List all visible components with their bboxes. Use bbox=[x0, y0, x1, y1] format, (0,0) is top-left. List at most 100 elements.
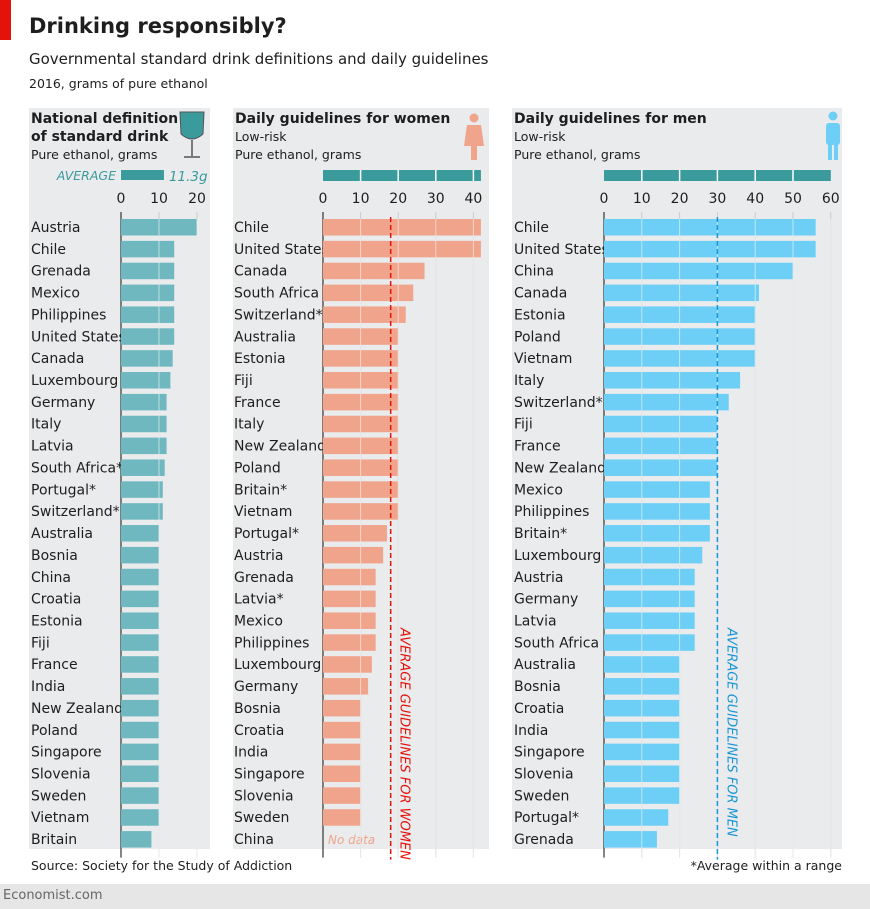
drink-category-label: Italy bbox=[31, 417, 61, 433]
women-category-label: Singapore bbox=[234, 767, 305, 783]
drink-category-label: Australia bbox=[31, 526, 93, 542]
drink-category-label: Croatia bbox=[31, 592, 81, 608]
men-tick-label: 50 bbox=[784, 191, 802, 207]
chart-title: Drinking responsibly? bbox=[29, 14, 287, 38]
women-bar bbox=[323, 262, 425, 280]
women-category-label: Bosnia bbox=[234, 701, 281, 717]
men-category-label: Luxembourg bbox=[514, 548, 601, 564]
men-category-label: Slovenia bbox=[514, 767, 574, 783]
drink-category-label: Estonia bbox=[31, 613, 83, 629]
men-category-label: India bbox=[514, 723, 548, 739]
woman-icon bbox=[464, 113, 484, 160]
women-tick-label: 30 bbox=[427, 191, 445, 207]
panel-women-title: Daily guidelines for women bbox=[235, 111, 451, 127]
panel-standard-drink-header: National definition of standard drink Pu… bbox=[31, 110, 178, 164]
drink-category-label: Austria bbox=[31, 220, 80, 236]
men-category-label: Estonia bbox=[514, 307, 566, 323]
men-bar bbox=[604, 262, 793, 280]
women-category-label: Switzerland* bbox=[234, 307, 323, 323]
women-bar bbox=[323, 546, 384, 564]
men-category-label: Philippines bbox=[514, 504, 589, 520]
drink-bar bbox=[121, 699, 159, 717]
men-category-label: France bbox=[514, 439, 561, 455]
drink-bar bbox=[121, 743, 159, 761]
men-tick-label: 60 bbox=[822, 191, 840, 207]
men-tick-label: 30 bbox=[708, 191, 726, 207]
men-bar bbox=[604, 240, 816, 258]
brand-link[interactable]: Economist.com bbox=[3, 888, 103, 903]
women-bar bbox=[323, 656, 372, 673]
men-bar bbox=[604, 459, 718, 476]
panel-women-sub1: Low-risk bbox=[235, 129, 287, 144]
drink-category-label: Bosnia bbox=[31, 548, 78, 564]
women-bar bbox=[323, 590, 376, 608]
women-no-data-label: No data bbox=[328, 833, 375, 847]
drink-category-label: Britain bbox=[31, 832, 77, 848]
men-category-label: Singapore bbox=[514, 745, 585, 761]
drink-bar bbox=[121, 831, 152, 848]
women-category-label: France bbox=[234, 395, 281, 411]
drink-bar bbox=[121, 393, 167, 411]
men-bar bbox=[604, 219, 816, 236]
drink-category-label: Switzerland* bbox=[31, 504, 120, 520]
women-bar bbox=[323, 219, 481, 236]
women-category-label: Estonia bbox=[234, 351, 286, 367]
women-bar bbox=[323, 721, 361, 739]
drink-category-label: Poland bbox=[31, 723, 78, 739]
men-category-label: Chile bbox=[514, 220, 549, 236]
women-category-label: Canada bbox=[234, 264, 287, 280]
drink-category-label: Grenada bbox=[31, 264, 91, 280]
men-category-label: Britain* bbox=[514, 526, 567, 542]
men-bar bbox=[604, 393, 729, 411]
drink-bar bbox=[121, 525, 159, 542]
women-bar bbox=[323, 743, 361, 761]
women-category-label: Slovenia bbox=[234, 788, 294, 804]
women-bar bbox=[323, 634, 376, 651]
men-category-label: Poland bbox=[514, 329, 561, 345]
men-tick-label: 0 bbox=[600, 191, 609, 207]
women-bar bbox=[323, 787, 361, 804]
women-bar bbox=[323, 765, 361, 782]
drink-tick-label: 0 bbox=[117, 191, 126, 207]
drink-category-label: Fiji bbox=[31, 635, 50, 651]
drink-category-label: France bbox=[31, 657, 78, 673]
men-category-label: Vietnam bbox=[514, 351, 572, 367]
women-tick-label: 20 bbox=[389, 191, 407, 207]
women-category-label: Croatia bbox=[234, 723, 284, 739]
women-category-label: Vietnam bbox=[234, 504, 292, 520]
footnote: *Average within a range bbox=[690, 858, 842, 873]
drink-category-label: Slovenia bbox=[31, 767, 91, 783]
drink-bar bbox=[121, 765, 159, 782]
footer-band: Economist.com bbox=[0, 884, 870, 909]
drink-bar bbox=[121, 809, 159, 826]
panel-women-header: Daily guidelines for women Low-risk Pure… bbox=[235, 110, 450, 164]
panel-standard-drink-title-2: of standard drink bbox=[31, 129, 169, 145]
men-bar bbox=[604, 437, 718, 455]
drink-category-label: Chile bbox=[31, 242, 66, 258]
drink-bar bbox=[121, 459, 165, 476]
drink-bar bbox=[121, 721, 159, 739]
drink-category-label: Sweden bbox=[31, 788, 86, 804]
drink-bar bbox=[121, 372, 171, 389]
women-category-label: Poland bbox=[234, 460, 281, 476]
men-tick-label: 40 bbox=[746, 191, 764, 207]
man-icon bbox=[826, 111, 840, 160]
women-category-label: Sweden bbox=[234, 810, 289, 826]
drink-category-label: Mexico bbox=[31, 286, 80, 302]
men-bar bbox=[604, 284, 759, 302]
women-category-label: United States bbox=[234, 242, 329, 258]
men-category-label: Mexico bbox=[514, 482, 563, 498]
women-tick-label: 10 bbox=[352, 191, 370, 207]
women-bar bbox=[323, 525, 387, 542]
women-category-label: Latvia* bbox=[234, 592, 284, 608]
drink-bar bbox=[121, 634, 159, 651]
panel-standard-drink-sub: Pure ethanol, grams bbox=[31, 147, 158, 162]
men-category-label: Latvia bbox=[514, 613, 557, 629]
men-category-label: South Africa bbox=[514, 635, 599, 651]
drink-category-label: China bbox=[31, 570, 71, 586]
women-bar bbox=[323, 240, 481, 258]
drink-average-legend-bar bbox=[121, 170, 164, 180]
men-bar bbox=[604, 568, 695, 586]
women-tick-label: 0 bbox=[319, 191, 328, 207]
